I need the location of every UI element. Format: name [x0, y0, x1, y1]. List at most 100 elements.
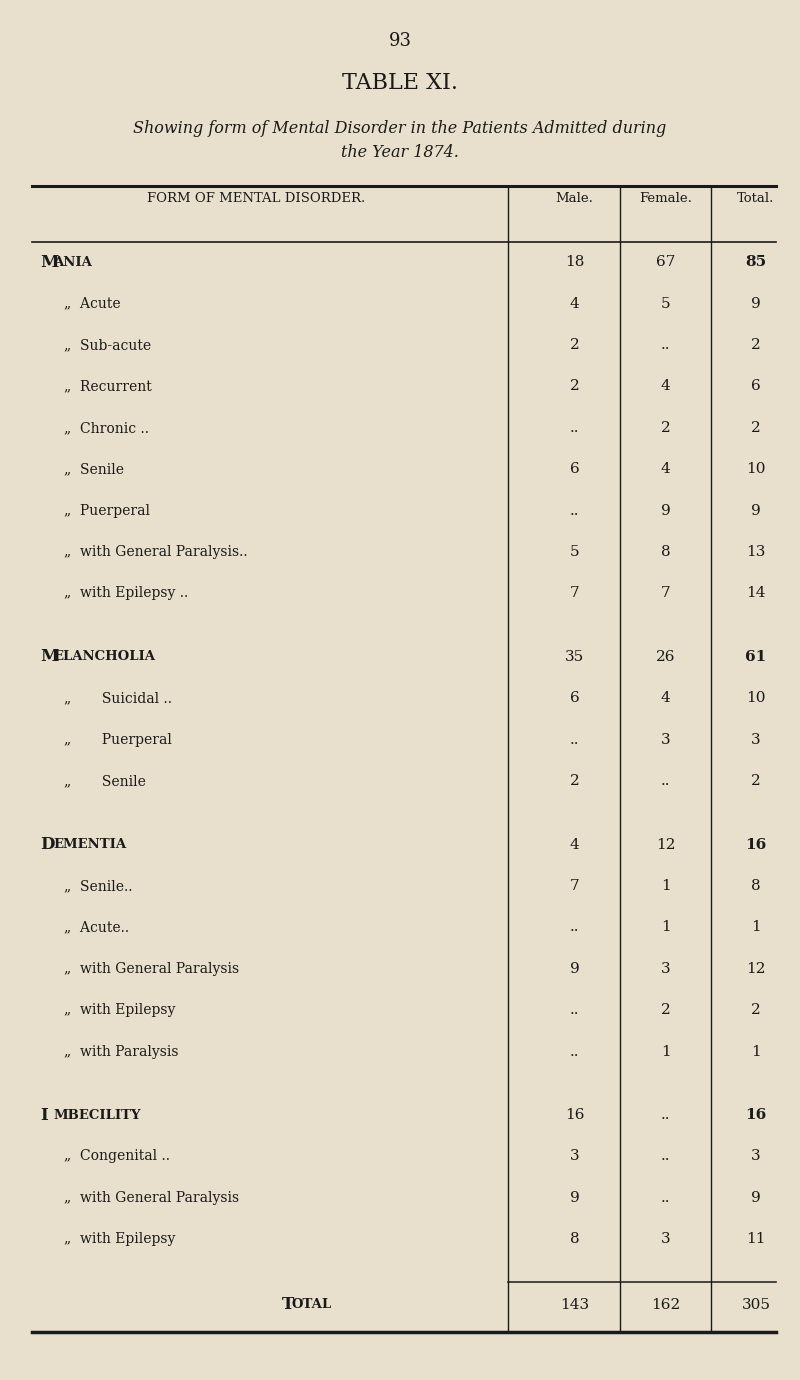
Text: 16: 16: [565, 1108, 584, 1122]
Text: 61: 61: [746, 650, 766, 664]
Text: 2: 2: [570, 774, 579, 788]
Text: ..: ..: [570, 733, 579, 747]
Text: 4: 4: [570, 297, 579, 310]
Text: 10: 10: [746, 691, 766, 705]
Text: 1: 1: [661, 920, 670, 934]
Text: 7: 7: [570, 586, 579, 600]
Text: „  Congenital ..: „ Congenital ..: [64, 1150, 170, 1163]
Text: ..: ..: [570, 920, 579, 934]
Text: 2: 2: [570, 338, 579, 352]
Text: EMENTIA: EMENTIA: [54, 838, 126, 851]
Text: „  Acute: „ Acute: [64, 297, 121, 310]
Text: „       Puerperal: „ Puerperal: [64, 733, 172, 747]
Text: „  with Paralysis: „ with Paralysis: [64, 1045, 178, 1058]
Text: 9: 9: [751, 1191, 761, 1205]
Text: I: I: [40, 1107, 48, 1123]
Text: 2: 2: [751, 774, 761, 788]
Text: Male.: Male.: [555, 192, 594, 204]
Text: 3: 3: [661, 962, 670, 976]
Text: „       Senile: „ Senile: [64, 774, 146, 788]
Text: 67: 67: [656, 255, 675, 269]
Text: ANIA: ANIA: [54, 255, 93, 269]
Text: „  Acute..: „ Acute..: [64, 920, 129, 934]
Text: ..: ..: [570, 504, 579, 518]
Text: 18: 18: [565, 255, 584, 269]
Text: „       Suicidal ..: „ Suicidal ..: [64, 691, 172, 705]
Text: 1: 1: [751, 920, 761, 934]
Text: 143: 143: [560, 1297, 589, 1312]
Text: ..: ..: [570, 1003, 579, 1017]
Text: Showing form of Mental Disorder in the Patients Admitted during: Showing form of Mental Disorder in the P…: [134, 120, 666, 137]
Text: 3: 3: [751, 733, 761, 747]
Text: 2: 2: [570, 380, 579, 393]
Text: ..: ..: [570, 421, 579, 435]
Text: ELANCHOLIA: ELANCHOLIA: [54, 650, 155, 664]
Text: OTAL: OTAL: [292, 1299, 332, 1311]
Text: „  Sub-acute: „ Sub-acute: [64, 338, 151, 352]
Text: 2: 2: [751, 1003, 761, 1017]
Text: 9: 9: [751, 504, 761, 518]
Text: „  with Epilepsy ..: „ with Epilepsy ..: [64, 586, 188, 600]
Text: 2: 2: [661, 1003, 670, 1017]
Text: 1: 1: [661, 1045, 670, 1058]
Text: 10: 10: [746, 462, 766, 476]
Text: M: M: [40, 649, 58, 665]
Text: 8: 8: [570, 1232, 579, 1246]
Text: ..: ..: [661, 1108, 670, 1122]
Text: 305: 305: [742, 1297, 770, 1312]
Text: 3: 3: [570, 1150, 579, 1163]
Text: M: M: [40, 254, 58, 270]
Text: 6: 6: [570, 691, 579, 705]
Text: 9: 9: [570, 962, 579, 976]
Text: 4: 4: [570, 838, 579, 851]
Text: ..: ..: [570, 1045, 579, 1058]
Text: „  with Epilepsy: „ with Epilepsy: [64, 1003, 175, 1017]
Text: 7: 7: [570, 879, 579, 893]
Text: 3: 3: [751, 1150, 761, 1163]
Text: ..: ..: [661, 1191, 670, 1205]
Text: 8: 8: [661, 545, 670, 559]
Text: 2: 2: [751, 338, 761, 352]
Text: 4: 4: [661, 462, 670, 476]
Text: the Year 1874.: the Year 1874.: [341, 144, 459, 160]
Text: 1: 1: [751, 1045, 761, 1058]
Text: ..: ..: [661, 1150, 670, 1163]
Text: T: T: [282, 1296, 294, 1314]
Text: 1: 1: [661, 879, 670, 893]
Text: 85: 85: [746, 255, 766, 269]
Text: 162: 162: [651, 1297, 680, 1312]
Text: 4: 4: [661, 380, 670, 393]
Text: „  Recurrent: „ Recurrent: [64, 380, 152, 393]
Text: FORM OF MENTAL DISORDER.: FORM OF MENTAL DISORDER.: [147, 192, 365, 204]
Text: 3: 3: [661, 1232, 670, 1246]
Text: 12: 12: [746, 962, 766, 976]
Text: 35: 35: [565, 650, 584, 664]
Text: 2: 2: [751, 421, 761, 435]
Text: 16: 16: [746, 1108, 766, 1122]
Text: Female.: Female.: [639, 192, 692, 204]
Text: 9: 9: [661, 504, 670, 518]
Text: 13: 13: [746, 545, 766, 559]
Text: „  with General Paralysis: „ with General Paralysis: [64, 1191, 239, 1205]
Text: „  Senile: „ Senile: [64, 462, 124, 476]
Text: 2: 2: [661, 421, 670, 435]
Text: D: D: [40, 836, 54, 853]
Text: 93: 93: [389, 32, 411, 50]
Text: „  Puerperal: „ Puerperal: [64, 504, 150, 518]
Text: „  with General Paralysis: „ with General Paralysis: [64, 962, 239, 976]
Text: 3: 3: [661, 733, 670, 747]
Text: „  Chronic ..: „ Chronic ..: [64, 421, 149, 435]
Text: 26: 26: [656, 650, 675, 664]
Text: 12: 12: [656, 838, 675, 851]
Text: 5: 5: [570, 545, 579, 559]
Text: ..: ..: [661, 338, 670, 352]
Text: 4: 4: [661, 691, 670, 705]
Text: Total.: Total.: [738, 192, 774, 204]
Text: 6: 6: [570, 462, 579, 476]
Text: 7: 7: [661, 586, 670, 600]
Text: „  with Epilepsy: „ with Epilepsy: [64, 1232, 175, 1246]
Text: „  with General Paralysis..: „ with General Paralysis..: [64, 545, 248, 559]
Text: 6: 6: [751, 380, 761, 393]
Text: „  Senile..: „ Senile..: [64, 879, 133, 893]
Text: ..: ..: [661, 774, 670, 788]
